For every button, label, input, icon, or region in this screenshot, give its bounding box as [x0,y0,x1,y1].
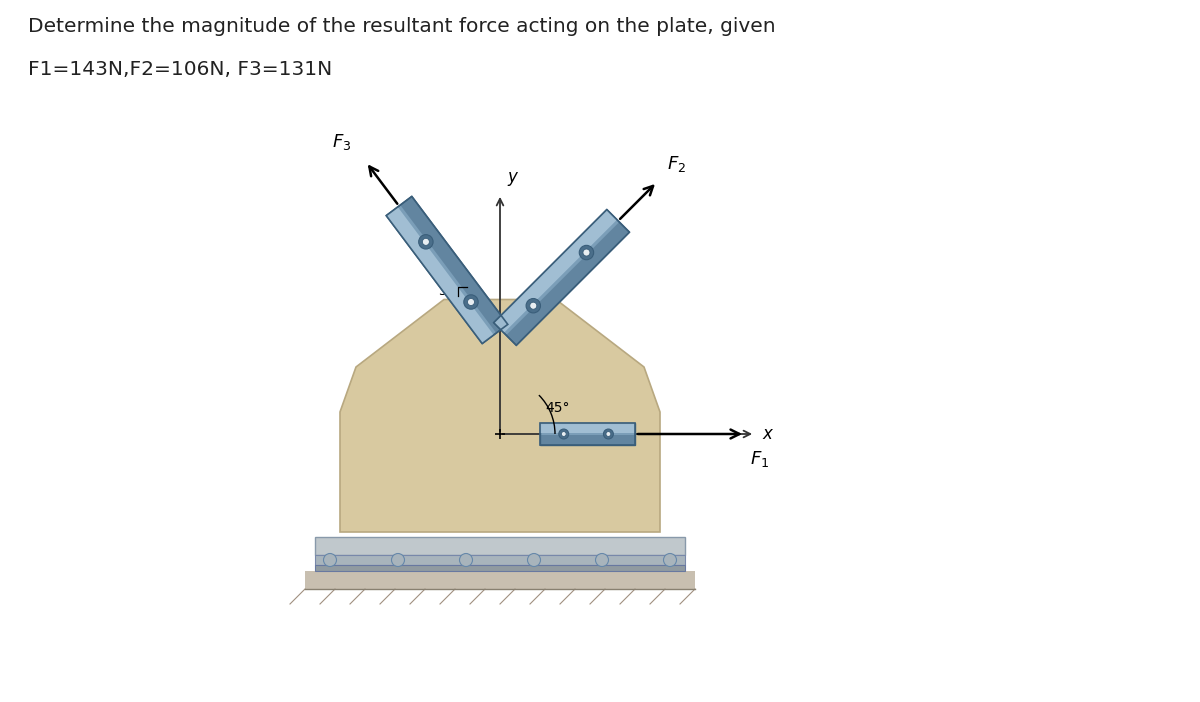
Text: Determine the magnitude of the resultant force acting on the plate, given: Determine the magnitude of the resultant… [28,17,775,36]
Polygon shape [340,300,660,532]
Circle shape [422,238,430,246]
Circle shape [528,553,540,567]
Bar [314,565,685,571]
Circle shape [664,553,677,567]
Polygon shape [493,210,617,333]
Circle shape [583,249,590,256]
Text: F1=143N,F2=106N, F3=131N: F1=143N,F2=106N, F3=131N [28,60,332,79]
Circle shape [419,234,433,249]
Text: $F_1$: $F_1$ [750,449,769,469]
Polygon shape [386,207,493,343]
Text: $F_2$: $F_2$ [667,154,686,174]
Polygon shape [506,222,630,345]
Circle shape [604,429,613,439]
Text: $F_3$: $F_3$ [331,132,352,152]
Circle shape [580,245,594,260]
Circle shape [529,302,536,310]
Polygon shape [540,423,635,433]
Circle shape [324,553,336,567]
Polygon shape [401,197,508,333]
Circle shape [468,298,474,305]
Bar [314,537,685,555]
Circle shape [559,429,569,439]
Bar [314,555,685,565]
Circle shape [460,553,473,567]
Text: x: x [762,425,772,443]
Text: 45°: 45° [545,401,570,415]
Text: 4: 4 [460,300,467,313]
Circle shape [562,432,566,437]
Polygon shape [540,435,635,445]
Polygon shape [540,423,635,445]
Bar [305,571,695,589]
Text: 5: 5 [451,271,458,284]
Circle shape [391,553,404,567]
Text: 3: 3 [438,285,446,298]
Circle shape [606,432,611,437]
Text: y: y [508,168,517,186]
Circle shape [526,298,540,313]
Polygon shape [386,197,508,343]
Circle shape [463,295,479,309]
Circle shape [595,553,608,567]
Polygon shape [493,210,630,345]
